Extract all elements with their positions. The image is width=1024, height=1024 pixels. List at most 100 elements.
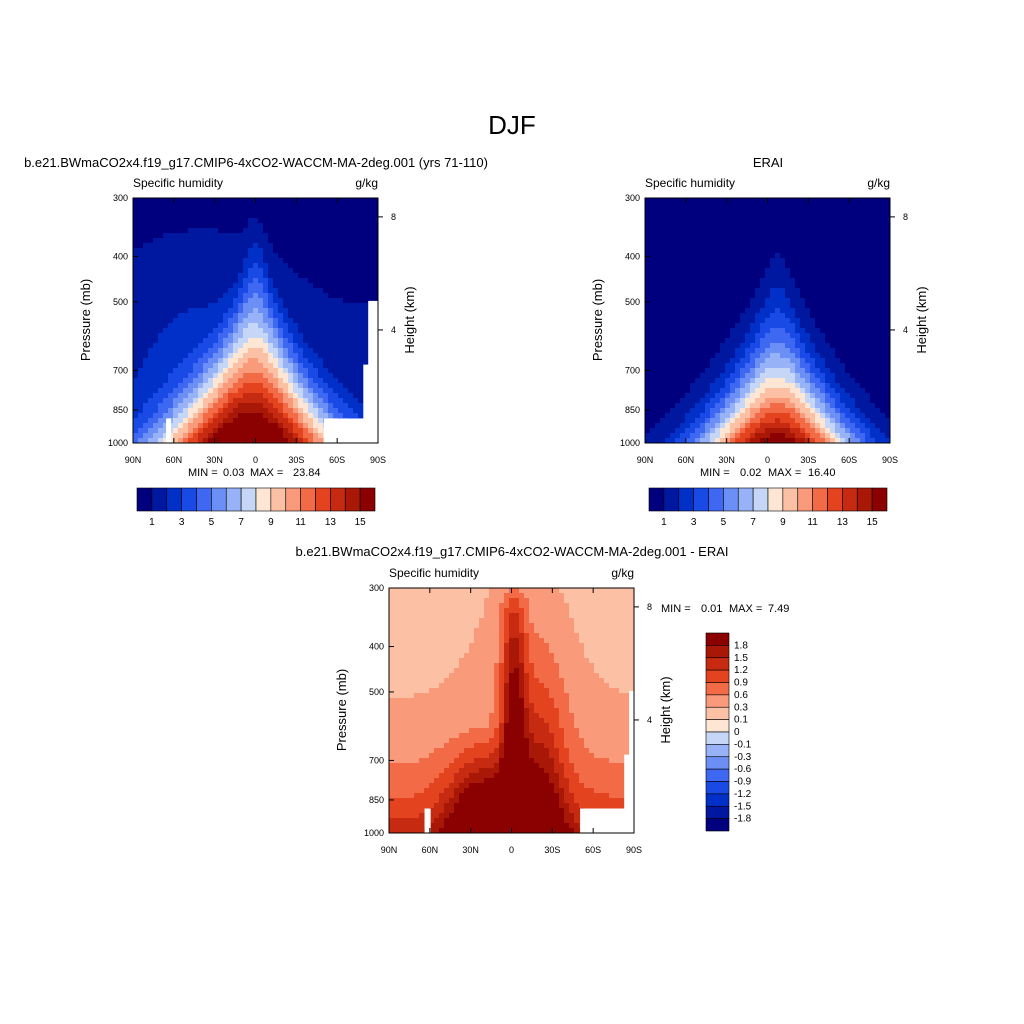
- contour-cell-model: [258, 318, 264, 324]
- contour-cell-obs: [810, 308, 816, 314]
- contour-cell-model: [368, 258, 374, 264]
- contour-cell-model: [358, 373, 364, 379]
- contour-cell-obs: [725, 228, 731, 234]
- contour-cell-model: [148, 283, 154, 289]
- contour-cell-obs: [855, 328, 861, 334]
- contour-cell-obs: [690, 203, 696, 209]
- contour-cell-model: [213, 278, 219, 284]
- contour-cell-obs: [765, 298, 771, 304]
- contour-cell-model: [298, 253, 304, 259]
- contour-cell-obs: [705, 363, 711, 369]
- contour-cell-model: [233, 413, 239, 419]
- contour-cell-model: [223, 418, 229, 424]
- contour-cell-model: [268, 433, 274, 439]
- contour-cell-model: [353, 353, 359, 359]
- contour-cell-model: [138, 428, 144, 434]
- contour-cell-obs: [720, 263, 726, 269]
- contour-cell-obs: [700, 343, 706, 349]
- contour-cell-obs: [740, 213, 746, 219]
- contour-cell-model: [168, 388, 174, 394]
- contour-cell-obs: [840, 248, 846, 254]
- stats-model-min: 0.03: [223, 467, 244, 479]
- contour-cell-model: [153, 383, 159, 389]
- contour-cell-obs: [885, 413, 890, 419]
- contour-cell-obs: [875, 313, 881, 319]
- contour-cell-model: [203, 358, 209, 364]
- contour-cell-model: [373, 218, 378, 224]
- contour-cell-model: [308, 208, 314, 214]
- contour-cell-model: [338, 303, 344, 309]
- contour-cell-obs: [800, 348, 806, 354]
- contour-cell-obs: [760, 313, 766, 319]
- contour-cell-obs: [705, 358, 711, 364]
- contour-cell-obs: [785, 413, 791, 419]
- contour-cell-model: [218, 293, 224, 299]
- contour-cell-obs: [805, 348, 811, 354]
- contour-cell-model: [363, 348, 369, 354]
- contour-cell-obs: [710, 253, 716, 259]
- contour-cell-obs: [870, 338, 876, 344]
- contour-cell-model: [318, 293, 324, 299]
- contour-cell-model: [208, 293, 214, 299]
- contour-cell-obs: [860, 313, 866, 319]
- contour-cell-obs: [770, 393, 776, 399]
- contour-cell-obs: [695, 418, 701, 424]
- contour-cell-model: [293, 243, 299, 249]
- contour-cell-obs: [695, 353, 701, 359]
- contour-cell-model: [238, 213, 244, 219]
- contour-cell-obs: [800, 408, 806, 414]
- contour-cell-model: [298, 278, 304, 284]
- contour-cell-model: [148, 418, 154, 424]
- contour-cell-obs: [870, 203, 876, 209]
- contour-cell-model: [258, 233, 264, 239]
- contour-cell-obs: [850, 383, 856, 389]
- contour-cell-model: [298, 318, 304, 324]
- contour-cell-model: [208, 423, 214, 429]
- contour-cell-model: [258, 263, 264, 269]
- contour-cell-model: [173, 333, 179, 339]
- contour-cell-obs: [885, 303, 890, 309]
- contour-cell-obs: [735, 378, 741, 384]
- contour-cell-obs: [680, 198, 686, 204]
- contour-cell-model: [358, 248, 364, 254]
- contour-cell-obs: [660, 208, 666, 214]
- contour-cell-obs: [850, 233, 856, 239]
- contour-cell-obs: [880, 388, 886, 394]
- contour-cell-obs: [810, 213, 816, 219]
- colorbar-obs: 1 3 5 7 9 11 13 15: [648, 487, 888, 528]
- contour-cell-obs: [675, 298, 681, 304]
- contour-cell-model: [343, 213, 349, 219]
- contour-cell-obs: [815, 418, 821, 424]
- contour-cell-model: [168, 363, 174, 369]
- contour-cell-obs: [800, 203, 806, 209]
- contour-cell-obs: [840, 433, 846, 439]
- contour-cell-model: [333, 228, 339, 234]
- contour-cell-model: [253, 308, 259, 314]
- contour-cell-obs: [690, 248, 696, 254]
- contour-cell-obs: [700, 278, 706, 284]
- contour-cell-model: [363, 343, 369, 349]
- contour-cell-obs: [775, 308, 781, 314]
- contour-cell-model: [333, 363, 339, 369]
- contour-cell-model: [218, 278, 224, 284]
- contour-cell-obs: [690, 373, 696, 379]
- contour-cell-obs: [770, 378, 776, 384]
- contour-cell-obs: [725, 203, 731, 209]
- contour-cell-obs: [740, 393, 746, 399]
- contour-cell-obs: [680, 223, 686, 229]
- contour-cell-model: [308, 213, 314, 219]
- contour-cell-model: [203, 323, 209, 329]
- contour-cell-obs: [725, 238, 731, 244]
- contour-cell-model: [363, 323, 369, 329]
- stats-obs: MIN = 0.02 MAX = 16.40: [700, 467, 836, 479]
- contour-cell-obs: [735, 393, 741, 399]
- contour-cell-model: [213, 338, 219, 344]
- contour-cell-obs: [665, 273, 671, 279]
- contour-cell-model: [333, 223, 339, 229]
- contour-cell-obs: [690, 328, 696, 334]
- contour-cell-obs: [845, 363, 851, 369]
- contour-cell-obs: [785, 423, 791, 429]
- contour-cell-model: [273, 393, 279, 399]
- contour-cell-model: [308, 428, 314, 434]
- contour-cell-obs: [700, 333, 706, 339]
